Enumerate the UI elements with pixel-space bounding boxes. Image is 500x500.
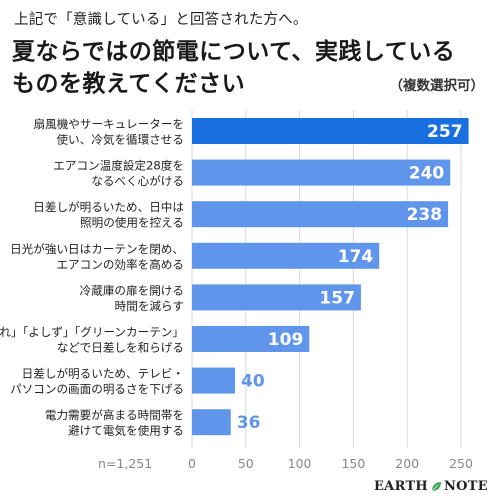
x-tick-label: 150	[341, 456, 365, 471]
bar	[192, 118, 469, 144]
category-label: 避けて電気を使用する	[68, 424, 184, 438]
brand-logo: EARTH NOTE	[374, 479, 488, 494]
bar	[192, 367, 236, 394]
bar	[192, 409, 231, 436]
x-tick-label: 100	[288, 456, 312, 471]
x-tick-label: 250	[449, 456, 473, 471]
category-label: エアコン温度設定28度を	[53, 159, 184, 173]
bar	[192, 284, 361, 311]
leaf-icon	[431, 481, 441, 491]
bar	[192, 159, 451, 186]
bars: 257 240 238 174 157 109 40 36	[192, 118, 469, 436]
category-label: 冷蔵庫の扉を開ける	[80, 283, 184, 297]
value-label: 240	[409, 164, 445, 184]
x-tick-label: 200	[395, 456, 419, 471]
category-labels: 扇風機やサーキュレーターを使い、冷気を循環させるエアコン温度設定28度をなるべく…	[0, 117, 184, 438]
x-tick-label: 50	[238, 456, 254, 471]
category-label: 日光が強い日はカーテンを閉め、	[10, 242, 184, 256]
multiple-choice-note: （複数選択可）	[389, 78, 485, 94]
value-label: 238	[407, 205, 443, 225]
value-label: 257	[427, 122, 463, 142]
subtitle: 上記で「意識している」と回答された方へ。	[14, 12, 308, 28]
category-label: 扇風機やサーキュレーターを	[34, 117, 185, 131]
chart-title-line-1: 夏ならではの節電について、実践している	[12, 39, 456, 65]
value-label: 109	[268, 330, 304, 350]
category-label: 照明の使用を控える	[80, 216, 184, 230]
x-tick-label: 0	[188, 456, 196, 471]
category-label: なるべく心がける	[91, 174, 184, 188]
category-label: パソコンの画面の明るさを下げる	[10, 382, 184, 396]
bar	[192, 201, 449, 228]
bar	[192, 326, 310, 352]
category-label: 「すだれ」「よしず」「グリーンカーテン」	[0, 325, 184, 339]
brand-text-note: NOTE	[444, 479, 488, 494]
value-label: 157	[319, 288, 355, 308]
sample-size-label: n=1,251	[98, 456, 152, 471]
category-label: などで日差しを和らげる	[57, 341, 184, 355]
value-label: 40	[241, 372, 265, 392]
brand-text-earth: EARTH	[373, 479, 428, 494]
value-label: 174	[338, 247, 374, 267]
value-label: 36	[237, 413, 261, 433]
category-label: 日差しが明るいため、テレビ・	[22, 367, 184, 381]
category-label: 時間を減らす	[115, 299, 184, 313]
x-axis-ticks: 0 50 100 150 200 250 n=1,251	[98, 456, 473, 471]
bar	[192, 242, 380, 269]
category-label: エアコンの効率を高める	[56, 257, 184, 271]
category-label: 電力需要が高まる時間帯を	[45, 408, 184, 422]
category-label: 使い、冷気を循環させる	[56, 133, 184, 147]
category-label: 日差しが明るいため、日中は	[33, 200, 184, 214]
chart-title-line-2: ものを教えてください	[12, 71, 246, 97]
